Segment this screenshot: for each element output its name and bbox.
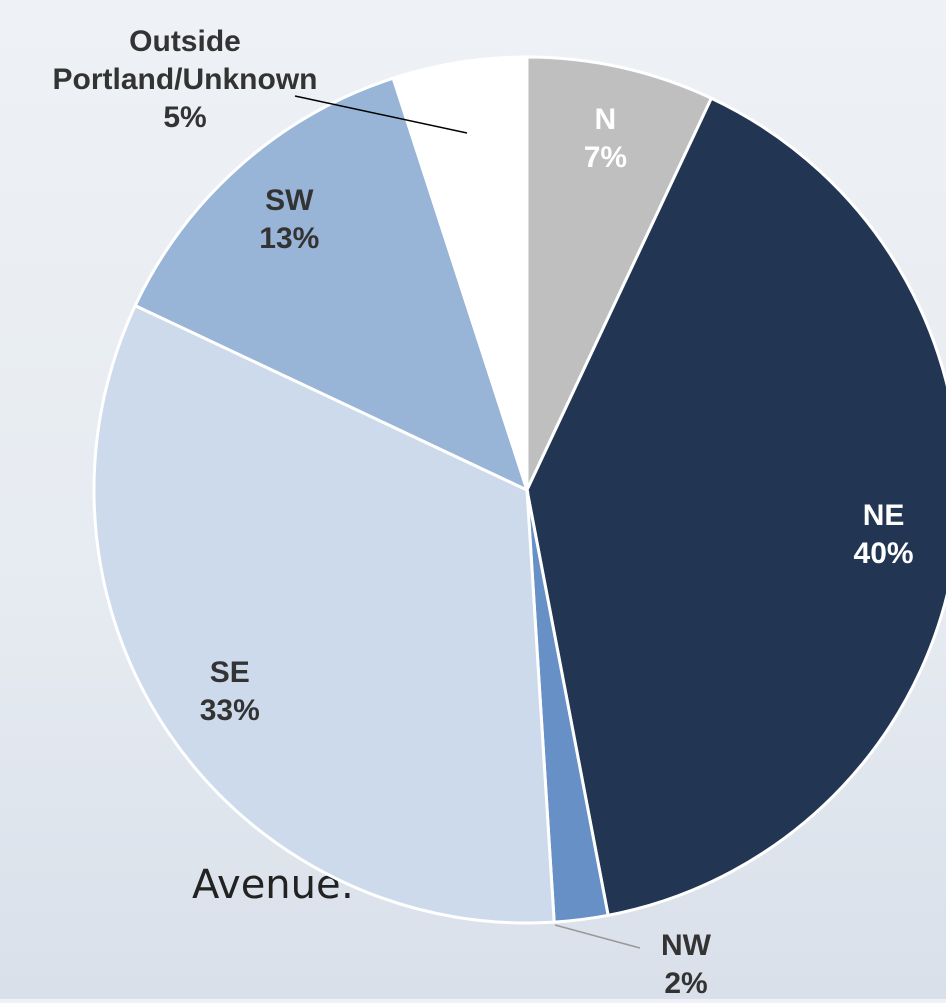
pie-slice	[525, 55, 714, 491]
label-name: NE	[862, 499, 905, 533]
label-value: 5%	[163, 101, 207, 134]
label-value: 13%	[259, 222, 320, 256]
pie-slice	[391, 55, 529, 491]
label-name: N	[594, 103, 617, 137]
data-label: SW 13%	[259, 182, 319, 258]
pie-slice	[133, 76, 530, 493]
label-value: 33%	[199, 694, 260, 727]
leader-line	[554, 924, 641, 949]
data-label: NE 40%	[854, 497, 914, 573]
data-label: N 7%	[584, 101, 627, 177]
leader-line	[294, 95, 468, 134]
data-label: SE 33%	[200, 654, 260, 730]
label-name: NW	[661, 929, 711, 962]
label-name: SW	[265, 184, 314, 218]
label-value: 2%	[664, 967, 708, 1000]
pie-slice	[525, 96, 946, 918]
label-value: 7%	[583, 141, 628, 175]
label-name: Outside Portland/Unknown	[52, 25, 318, 96]
data-label: Outside Portland/Unknown 5%	[35, 23, 335, 137]
data-label: NW 2%	[661, 927, 711, 1003]
label-name: SE	[209, 656, 250, 689]
pie-slice	[92, 303, 556, 925]
label-value: 40%	[853, 537, 914, 571]
